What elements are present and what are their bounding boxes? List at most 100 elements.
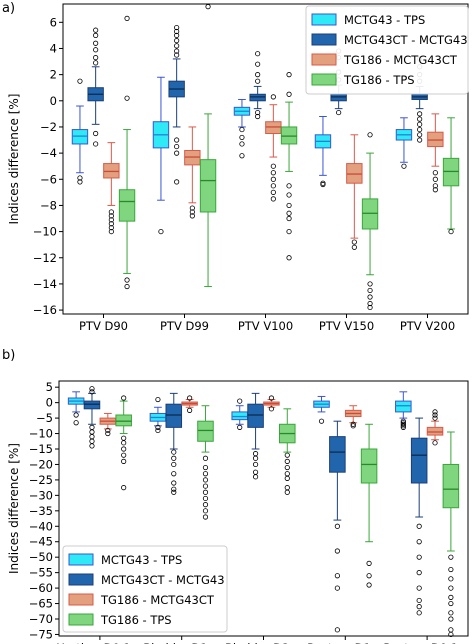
legend-label: TG186 - MCTG43CT (343, 53, 458, 67)
legend-swatch (68, 573, 94, 586)
outlier-point (171, 461, 177, 468)
box-a-s0-c3 (314, 115, 332, 188)
box-body (442, 463, 460, 509)
y-tick-label: −8 (40, 198, 57, 212)
y-tick-label: −40 (29, 519, 53, 533)
y-tick-label: −10 (33, 225, 57, 239)
outlier-point (432, 183, 438, 189)
box-a-s1-c2 (249, 51, 266, 120)
outlier-point (286, 202, 292, 209)
box-a-s2-c1 (184, 126, 201, 219)
outlier-point (174, 143, 180, 150)
outlier-point (400, 421, 406, 427)
outlier-point (121, 395, 127, 401)
outlier-point (400, 424, 406, 430)
legend-swatch (311, 33, 337, 46)
y-tick-label: 2 (50, 68, 57, 82)
box-body (199, 159, 217, 213)
outlier-point (270, 183, 276, 189)
y-tick-label: −14 (33, 277, 57, 291)
outlier-point (171, 455, 177, 461)
box-a-s0-c4 (395, 117, 413, 169)
outlier-point (270, 163, 276, 169)
legend-swatch (68, 593, 94, 606)
legend-label: MCTG43CT - MCTG43 (101, 573, 225, 587)
box-a-s0-c1 (152, 76, 170, 235)
legend-box-a (305, 5, 469, 95)
outlier-point (366, 582, 372, 588)
outlier-point (187, 395, 193, 401)
outlier-point (286, 255, 292, 261)
outlier-point (416, 570, 422, 576)
outlier-point (89, 443, 95, 449)
outlier-point (417, 126, 423, 133)
box-body (360, 448, 378, 484)
outlier-point (255, 51, 261, 57)
outlier-point (448, 576, 454, 582)
outlier-point (334, 523, 340, 529)
outlier-point (108, 217, 114, 223)
outlier-point (286, 215, 292, 222)
outlier-point (202, 471, 209, 477)
outlier-point (174, 137, 180, 143)
outlier-point (417, 111, 423, 117)
outlier-point (448, 616, 454, 622)
box-body (184, 149, 201, 166)
y-tick-label: −45 (29, 535, 53, 549)
box-body (115, 414, 132, 427)
outlier-point (252, 474, 259, 480)
y-tick-label: −35 (29, 504, 53, 518)
outlier-point (93, 55, 99, 61)
outlier-point (174, 28, 180, 35)
y-tick-label: 6 (50, 15, 57, 29)
y-tick-label: 4 (50, 41, 57, 55)
y-tick-label: −4 (40, 146, 57, 160)
outlier-point (108, 213, 114, 219)
box-a-s2-c0 (103, 142, 120, 235)
box-body (165, 403, 183, 428)
box-b-s3-c2 (279, 408, 296, 495)
outlier-point (124, 95, 130, 101)
box-a-s1-c1 (168, 24, 185, 185)
box-b-s0-c2 (231, 398, 248, 430)
outlier-point (202, 477, 209, 483)
x-tick-label: Urethra D0.1cc (56, 641, 143, 644)
outlier-point (89, 424, 95, 430)
y-tick-label: −10 (29, 427, 53, 441)
y-tick-label: −65 (29, 597, 53, 611)
outlier-point (268, 395, 275, 401)
outlier-point (237, 398, 243, 404)
y-tick-label: 0 (50, 94, 57, 108)
y-tick-label: −2 (40, 120, 57, 134)
x-tick-label: Bladder D1cc (143, 641, 220, 644)
outlier-point (286, 228, 292, 235)
outlier-point (270, 189, 276, 195)
box-a-s2-c2 (265, 94, 282, 202)
box-a-s3-c3 (361, 132, 379, 311)
box-b-s0-c0 (67, 391, 85, 426)
box-b-s2-c2 (263, 395, 280, 412)
outlier-point (93, 32, 99, 38)
box-body (103, 163, 120, 179)
outlier-point (417, 121, 423, 127)
outlier-point (202, 464, 209, 471)
legend-label: MCTG43 - TPS (344, 13, 425, 27)
outlier-point (89, 434, 95, 440)
box-b-s3-c3 (360, 423, 378, 588)
outlier-point (367, 304, 373, 311)
outlier-point (270, 170, 276, 176)
outlier-point (252, 461, 259, 468)
outlier-point (252, 455, 259, 461)
outlier-point (89, 438, 95, 444)
outlier-point (448, 631, 454, 638)
box-b-s1-c2 (247, 392, 264, 480)
outlier-point (255, 113, 261, 120)
box-a-s0-c0 (71, 78, 89, 185)
outlier-point (318, 418, 325, 424)
outlier-point (367, 300, 373, 307)
x-tick-label: PTV V100 (238, 319, 293, 333)
outlier-point (174, 43, 180, 49)
outlier-point (417, 132, 423, 138)
y-axis-label: Indices difference [%] (7, 443, 21, 574)
outlier-point (174, 150, 180, 156)
